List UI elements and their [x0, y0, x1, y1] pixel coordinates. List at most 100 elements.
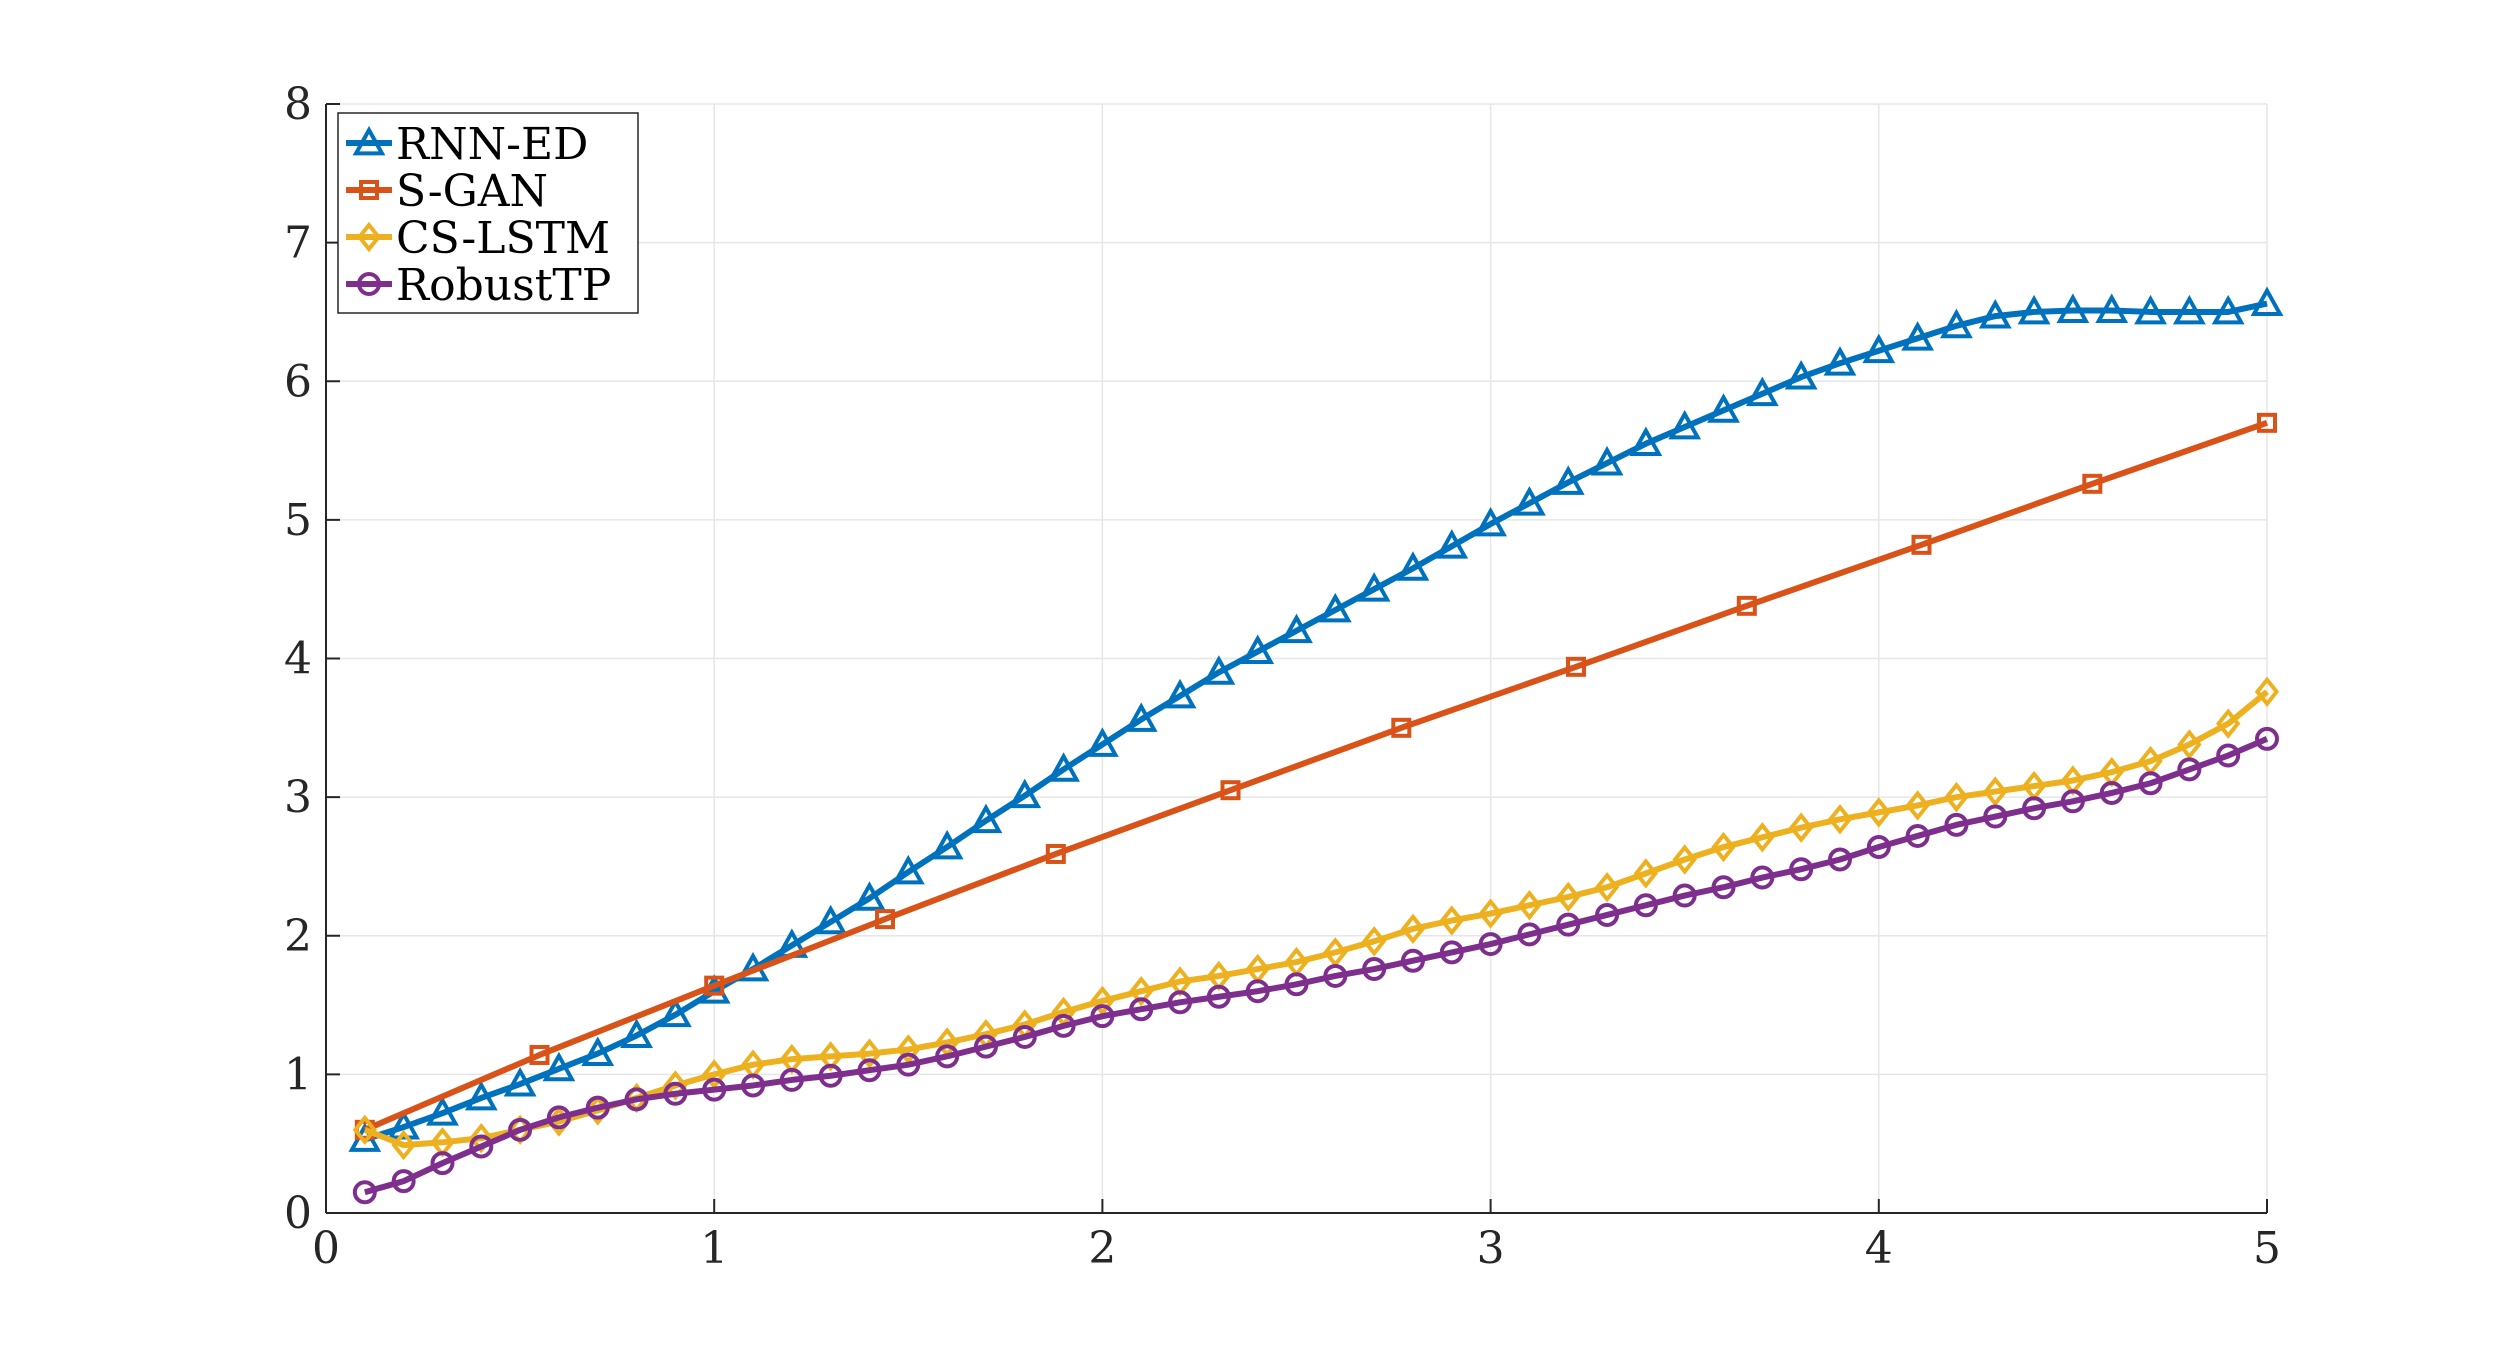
data-point — [1911, 534, 1932, 555]
data-point — [1784, 359, 1818, 390]
data-point — [542, 1051, 576, 1082]
x-tick-label: 0 — [312, 1223, 340, 1274]
data-point — [391, 1169, 416, 1194]
data-point — [1595, 902, 1620, 927]
axes: 0 1 2 3 4 5 0 1 2 3 4 5 6 7 8 — [284, 79, 2281, 1274]
data-point — [464, 1080, 498, 1111]
data-point — [2211, 294, 2245, 325]
data-point — [546, 1105, 571, 1130]
x-tick-label: 1 — [700, 1223, 728, 1274]
data-point — [1396, 551, 1430, 581]
data-point — [1439, 940, 1464, 965]
data-point — [969, 803, 1003, 834]
data-point — [2134, 294, 2167, 325]
data-point — [1245, 979, 1270, 1004]
x-tick-label: 5 — [2253, 1223, 2281, 1274]
data-point — [857, 1038, 882, 1069]
data-point — [430, 1151, 455, 1176]
data-point — [1788, 812, 1814, 843]
data-point — [875, 909, 896, 930]
data-point — [529, 1044, 550, 1065]
data-point — [1124, 702, 1158, 732]
x-tick-label: 3 — [1477, 1223, 1505, 1274]
data-point — [1008, 778, 1042, 809]
data-point — [1220, 780, 1241, 801]
data-point — [1905, 790, 1930, 821]
data-point — [1736, 595, 1757, 616]
data-point — [1590, 445, 1624, 476]
data-point — [1551, 465, 1585, 495]
data-point — [1750, 865, 1775, 890]
data-point — [1944, 812, 1969, 837]
data-point — [1707, 393, 1740, 423]
data-point — [469, 1134, 494, 1159]
data-point — [1866, 835, 1891, 860]
data-point — [1556, 912, 1581, 937]
data-point — [1318, 592, 1352, 623]
data-point — [1940, 308, 1973, 339]
data-point — [702, 1059, 727, 1090]
legend-marker — [352, 125, 386, 156]
data-point — [1168, 990, 1193, 1015]
data-point — [1129, 975, 1154, 1007]
data-point — [1983, 804, 2008, 829]
data-point — [1045, 843, 1066, 864]
legend-label: S-GAN — [396, 166, 548, 217]
data-point — [896, 1052, 921, 1077]
data-point — [1361, 926, 1387, 957]
data-point — [2254, 676, 2280, 707]
y-tick-label: 7 — [284, 218, 312, 269]
series-line — [363, 736, 2269, 1196]
data-point — [1129, 997, 1154, 1022]
data-point — [2022, 796, 2047, 821]
legend-label: CS-LSTM — [396, 213, 610, 264]
y-tick-label: 0 — [284, 1188, 312, 1239]
data-point — [1862, 333, 1896, 364]
y-tick-label: 8 — [284, 79, 312, 130]
data-point — [1012, 1024, 1037, 1049]
data-point — [2172, 294, 2206, 325]
series-line — [363, 420, 2268, 1133]
y-tick-label: 5 — [284, 495, 312, 546]
y-tick-label: 6 — [284, 356, 312, 407]
legend-marker — [357, 272, 381, 296]
data-point — [1280, 613, 1313, 644]
data-point — [1556, 881, 1581, 913]
data-point — [704, 975, 725, 996]
data-point — [891, 854, 925, 885]
data-point — [658, 997, 692, 1028]
x-tick-label: 2 — [1088, 1223, 1116, 1274]
series-robusttp — [352, 726, 2279, 1205]
data-point — [1983, 776, 2008, 807]
data-point — [1090, 985, 1115, 1017]
x-tick-label: 4 — [1865, 1223, 1893, 1274]
data-point — [1439, 905, 1464, 936]
data-point — [853, 881, 886, 911]
y-tick-label: 4 — [284, 634, 312, 685]
data-point — [352, 1180, 377, 1205]
data-point — [741, 1073, 766, 1098]
data-point — [1944, 781, 1969, 813]
data-point — [426, 1096, 459, 1126]
data-point — [702, 1077, 727, 1102]
data-point — [779, 1067, 804, 1092]
data-point — [1866, 797, 1891, 828]
data-point — [1745, 376, 1779, 407]
data-point — [1478, 898, 1503, 929]
data-point — [1435, 529, 1469, 559]
data-point — [2099, 780, 2124, 805]
legend-label: RobustTP — [396, 260, 611, 311]
data-point — [1517, 922, 1542, 947]
data-point — [1202, 655, 1236, 685]
data-point — [1668, 409, 1702, 440]
data-point — [581, 1036, 615, 1066]
data-point — [352, 1114, 377, 1146]
data-point — [1633, 893, 1658, 918]
data-point — [1357, 572, 1391, 602]
data-point — [896, 1034, 921, 1065]
data-point — [1823, 346, 1857, 376]
data-point — [1827, 804, 1853, 835]
data-point — [1901, 321, 1935, 351]
data-point — [818, 1041, 843, 1072]
